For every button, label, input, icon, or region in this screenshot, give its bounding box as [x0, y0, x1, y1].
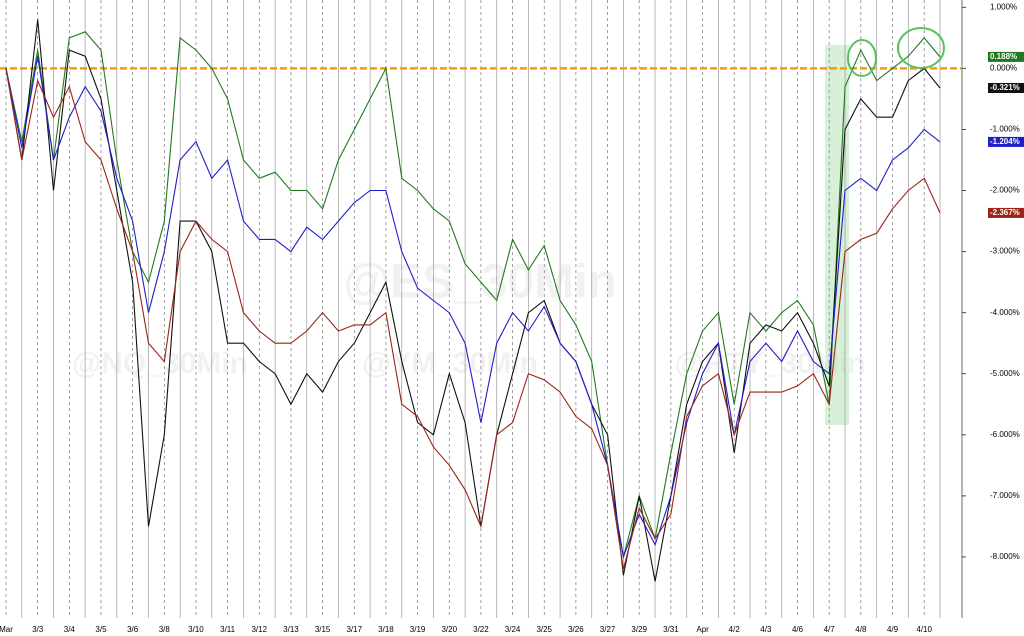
series-line — [5, 68, 941, 570]
end-label-box — [988, 207, 1024, 218]
end-label: -0.321% — [990, 83, 1020, 92]
x-tick-label: Mar — [0, 625, 13, 634]
end-label: -1.204% — [990, 137, 1020, 146]
y-tick-label: 0.000% — [990, 64, 1017, 73]
end-label-box — [988, 82, 1024, 93]
x-tick-label: 3/25 — [536, 625, 552, 634]
x-tick-label: 4/3 — [760, 625, 772, 634]
x-tick-label: 3/12 — [251, 625, 267, 634]
x-tick-label: 3/8 — [159, 625, 171, 634]
end-label: -2.367% — [990, 208, 1020, 217]
x-tick-label: 4/6 — [792, 625, 804, 634]
x-tick-label: Apr — [696, 625, 709, 634]
x-tick-label: 3/27 — [600, 625, 616, 634]
x-tick-label: 3/26 — [568, 625, 584, 634]
y-tick-label: -2.000% — [990, 186, 1020, 195]
x-tick-label: 3/6 — [127, 625, 139, 634]
x-tick-label: 3/17 — [346, 625, 362, 634]
annotation-circle — [897, 27, 945, 69]
y-tick-label: -7.000% — [990, 491, 1020, 500]
x-tick-label: 3/4 — [64, 625, 76, 634]
end-label: 0.188% — [990, 52, 1017, 61]
watermark: @ES_30Min — [343, 256, 617, 309]
y-tick-label: -1.000% — [990, 125, 1020, 134]
series-line — [5, 56, 941, 560]
y-tick-label: -5.000% — [990, 369, 1020, 378]
x-tick-label: 4/10 — [916, 625, 932, 634]
x-tick-label: 3/10 — [188, 625, 204, 634]
x-tick-label: 3/11 — [220, 625, 236, 634]
x-tick-label: 3/22 — [473, 625, 489, 634]
series-line — [5, 31, 941, 558]
x-tick-label: 3/18 — [378, 625, 394, 634]
x-tick-label: 3/3 — [32, 625, 44, 634]
x-tick-label: 4/8 — [855, 625, 867, 634]
x-tick-label: 4/2 — [729, 625, 741, 634]
y-tick-label: -8.000% — [990, 552, 1020, 561]
x-tick-label: 3/19 — [410, 625, 426, 634]
x-tick-label: 3/13 — [283, 625, 299, 634]
x-tick-label: 4/9 — [887, 625, 899, 634]
x-tick-label: 3/5 — [95, 625, 107, 634]
x-tick-label: 4/7 — [824, 625, 836, 634]
y-tick-label: -4.000% — [990, 308, 1020, 317]
y-tick-label: -6.000% — [990, 430, 1020, 439]
watermark: @NQ_30Min — [72, 347, 248, 380]
x-tick-label: 3/29 — [631, 625, 647, 634]
x-tick-label: 3/31 — [663, 625, 679, 634]
end-label-box — [988, 51, 1024, 62]
annotation-circle — [847, 39, 877, 77]
end-label-box — [988, 136, 1024, 147]
x-tick-label: 3/20 — [441, 625, 457, 634]
x-tick-label: 3/24 — [505, 625, 521, 634]
y-tick-label: 1.000% — [990, 2, 1017, 11]
x-tick-label: 3/15 — [315, 625, 331, 634]
y-tick-label: -3.000% — [990, 247, 1020, 256]
series-line — [5, 19, 941, 582]
